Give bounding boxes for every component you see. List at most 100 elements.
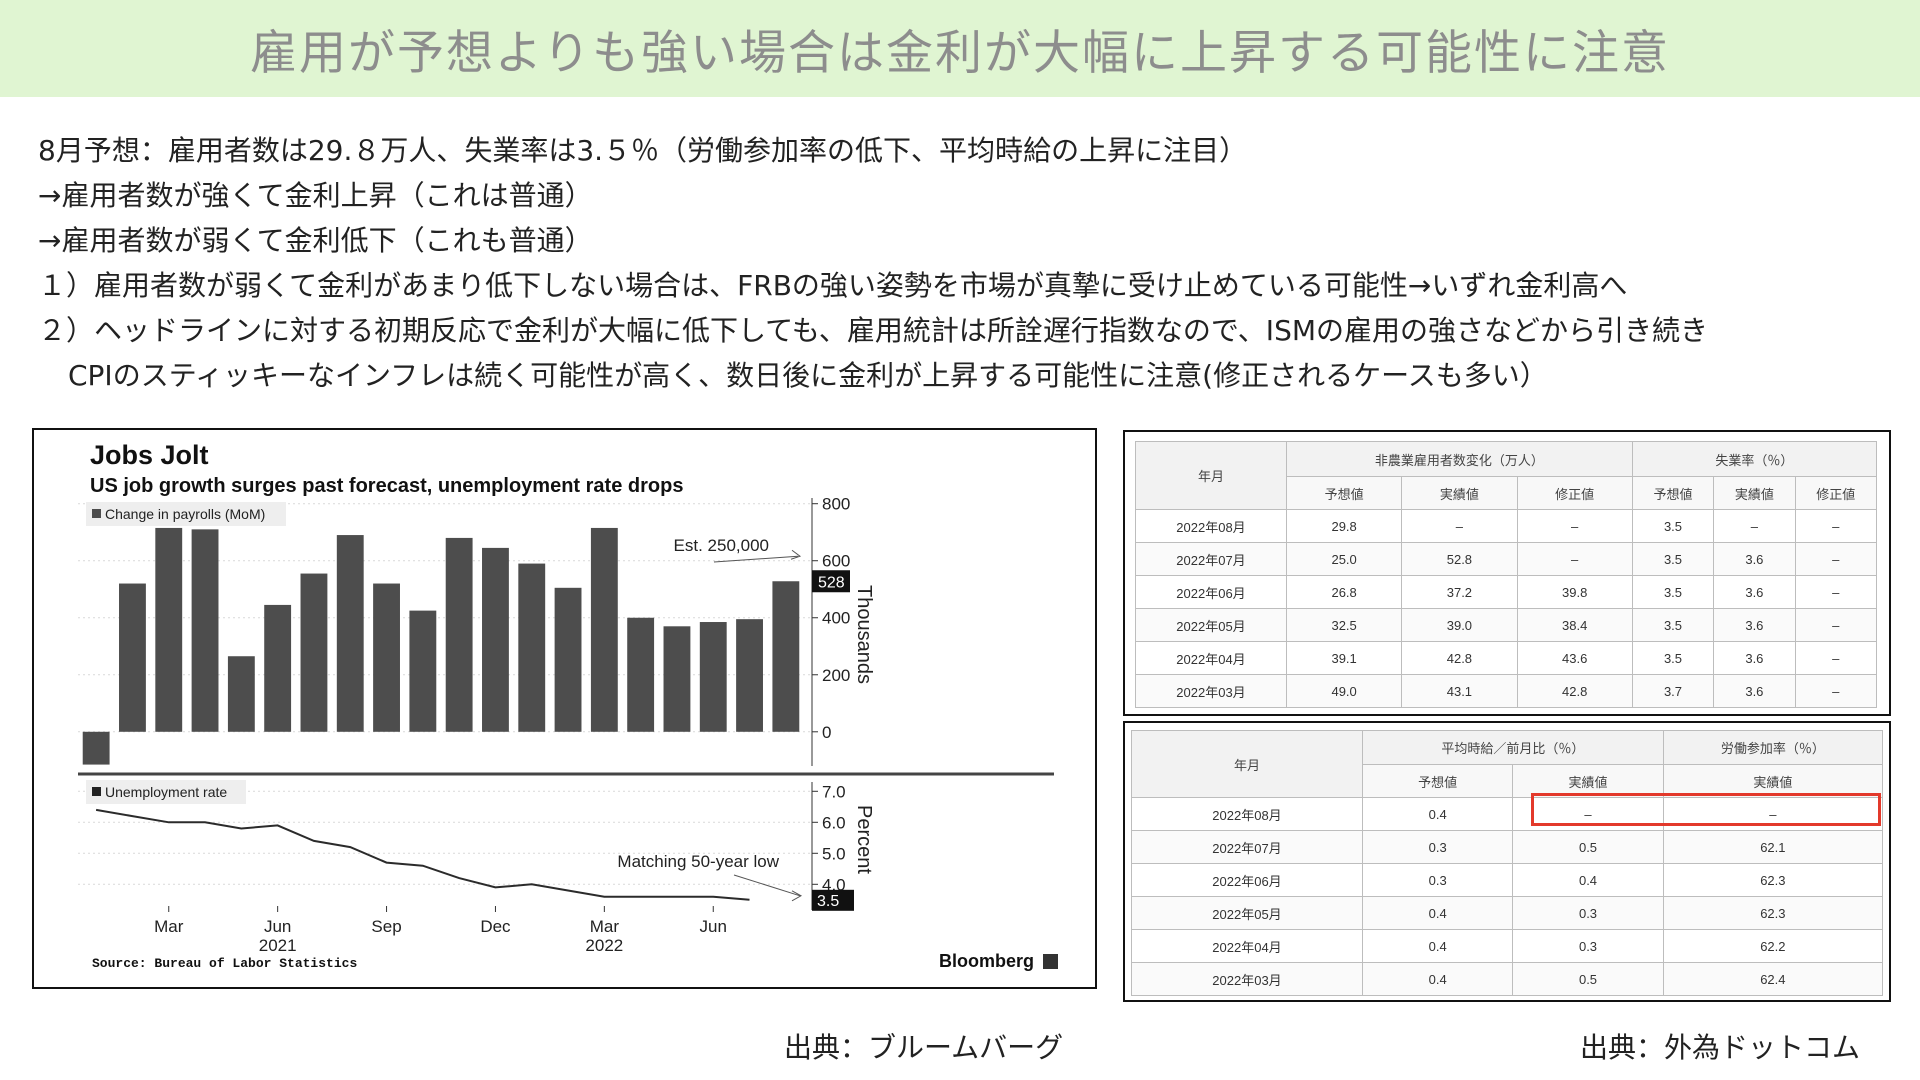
- table1-cell: 42.8: [1516, 674, 1633, 708]
- slide-header: 雇用が予想よりも強い場合は金利が大幅に上昇する可能性に注意: [0, 0, 1920, 97]
- table1-row: 2022年07月 25.0 52.8–3.5 3.6–: [1135, 542, 1878, 576]
- x-tick-label: Mar: [154, 917, 184, 936]
- table1-cell: 3.5: [1631, 608, 1715, 642]
- table1-row: 2022年05月 32.5 39.0 38.4 3.5 3.6–: [1135, 608, 1878, 642]
- payroll-bar: [82, 731, 110, 765]
- table1-group2-header: 失業率（％）: [1631, 441, 1878, 477]
- bar-y-axis-title: Thousands: [853, 585, 875, 684]
- bar-legend-label: Change in payrolls (MoM): [105, 506, 265, 522]
- bar-legend-bg: [86, 502, 286, 526]
- payroll-bar: [663, 626, 691, 732]
- table1-cell: 25.0: [1285, 542, 1403, 576]
- bar-last-value-box: [812, 570, 850, 593]
- table1-cell: 52.8: [1401, 542, 1518, 576]
- source-right: 出典：外為ドットコム: [1580, 1031, 1861, 1064]
- table2-cell: 62.2: [1662, 929, 1884, 963]
- line-y-tick-label: 4.0: [822, 875, 846, 894]
- table1-row-month: 2022年05月: [1135, 608, 1287, 642]
- table2-row: 2022年07月 0.3 0.5 62.1: [1131, 830, 1884, 864]
- table1-cell: 3.7: [1631, 674, 1715, 708]
- table1-group1-header: 非農業雇用者数変化（万人）: [1286, 441, 1633, 477]
- line-y-tick-label: 5.0: [822, 844, 846, 863]
- table2-sub-header: 実績値: [1512, 764, 1664, 798]
- unemployment-line: [95, 808, 750, 901]
- payroll-bar: [699, 622, 727, 732]
- bar-y-tick-label: 200: [822, 666, 850, 685]
- line-legend-label: Unemployment rate: [105, 784, 227, 800]
- table1-cell: 39.0: [1401, 608, 1518, 642]
- table1-cell: –: [1516, 509, 1633, 543]
- table2-cell: 62.1: [1662, 830, 1884, 864]
- table1-row-month: 2022年08月: [1135, 509, 1287, 543]
- line-y-tick-label: 6.0: [822, 813, 846, 832]
- table2-cell: 62.4: [1662, 962, 1884, 996]
- table1-sub-header: 修正値: [1794, 476, 1878, 510]
- table2-row: 2022年06月 0.3 0.4 62.3: [1131, 863, 1884, 897]
- x-tick-label: Jun: [700, 917, 727, 936]
- table2-row-month: 2022年08月: [1131, 797, 1363, 831]
- table2-sub-header: 実績値: [1662, 764, 1884, 798]
- payroll-bar: [227, 656, 255, 732]
- payroll-bar: [155, 527, 183, 732]
- arrow-head-icon: [791, 890, 803, 902]
- line-annotation: Matching 50-year low: [617, 852, 779, 871]
- table1-cell: –: [1794, 575, 1878, 609]
- payroll-bar: [554, 587, 582, 732]
- line-last-value-box: [812, 889, 854, 911]
- table2-cell: 62.3: [1662, 896, 1884, 930]
- payroll-bar: [409, 610, 437, 732]
- table1-cell: –: [1794, 641, 1878, 675]
- table1-row-month: 2022年07月: [1135, 542, 1287, 576]
- table2-cell: 0.3: [1512, 896, 1664, 930]
- table2-row-month: 2022年05月: [1131, 896, 1363, 930]
- note-line-6: CPIのスティッキーなインフレは続く可能性が高く、数日後に金利が上昇する可能性に…: [68, 359, 1548, 392]
- table2-cell: 0.4: [1512, 863, 1664, 897]
- table2-row: 2022年03月 0.4 0.5 62.4: [1131, 962, 1884, 996]
- line-y-axis-title: Percent: [853, 805, 875, 874]
- table2-sub-header: 予想値: [1361, 764, 1514, 798]
- payroll-bar: [772, 581, 800, 732]
- table1-sub-header: 予想値: [1285, 476, 1403, 510]
- table2-row-month: 2022年03月: [1131, 962, 1363, 996]
- table1-cell: –: [1516, 542, 1633, 576]
- wage-table: 年月 平均時給／前月比（％） 労働参加率（％） 予想値 実績値 実績値 2022…: [1131, 730, 1884, 996]
- arrow-head-icon: [790, 549, 802, 560]
- bar-y-tick-label: 800: [822, 495, 850, 514]
- table2-cell: 0.5: [1512, 962, 1664, 996]
- payroll-bar: [191, 529, 219, 732]
- table1-row-month: 2022年03月: [1135, 674, 1287, 708]
- table1-cell: 26.8: [1285, 575, 1403, 609]
- table2-year-header: 年月: [1131, 730, 1363, 798]
- table1-cell: 3.6: [1713, 608, 1796, 642]
- table1-cell: 3.6: [1713, 641, 1796, 675]
- table2-group1-header: 平均時給／前月比（％）: [1362, 730, 1664, 765]
- table2-cell: 0.4: [1361, 797, 1514, 831]
- x-tick-label: Sep: [371, 917, 401, 936]
- bloomberg-logo-icon: [1043, 954, 1058, 969]
- bar-y-tick-label: 0: [822, 723, 831, 742]
- bar-y-tick-label: 400: [822, 609, 850, 628]
- payroll-bar: [627, 617, 655, 732]
- chart-title: Jobs Jolt: [90, 440, 209, 470]
- table2-row-month: 2022年07月: [1131, 830, 1363, 864]
- bar-annotation-arrow: [713, 555, 799, 563]
- table1-cell: 3.5: [1631, 509, 1715, 543]
- table1-cell: 43.1: [1401, 674, 1518, 708]
- table2-cell: 0.3: [1361, 830, 1514, 864]
- table1-row: 2022年06月 26.8 37.2 39.8 3.5 3.6–: [1135, 575, 1878, 609]
- line-last-value-label: 3.5: [817, 893, 839, 910]
- table2-cell: 0.3: [1361, 863, 1514, 897]
- table1-cell: 29.8: [1285, 509, 1403, 543]
- table1-cell: –: [1401, 509, 1518, 543]
- table1-year-header: 年月: [1135, 441, 1287, 510]
- table2-row-month: 2022年06月: [1131, 863, 1363, 897]
- x-year-label: 2022: [585, 936, 623, 955]
- table1-sub-header: 実績値: [1401, 476, 1518, 510]
- payroll-bar: [373, 583, 400, 732]
- table2-cell: 0.5: [1512, 830, 1664, 864]
- table1-row-month: 2022年06月: [1135, 575, 1287, 609]
- table1-row-month: 2022年04月: [1135, 641, 1287, 675]
- table1-cell: 42.8: [1401, 641, 1518, 675]
- bar-annotation: Est. 250,000: [674, 536, 769, 555]
- x-tick-label: Mar: [590, 917, 620, 936]
